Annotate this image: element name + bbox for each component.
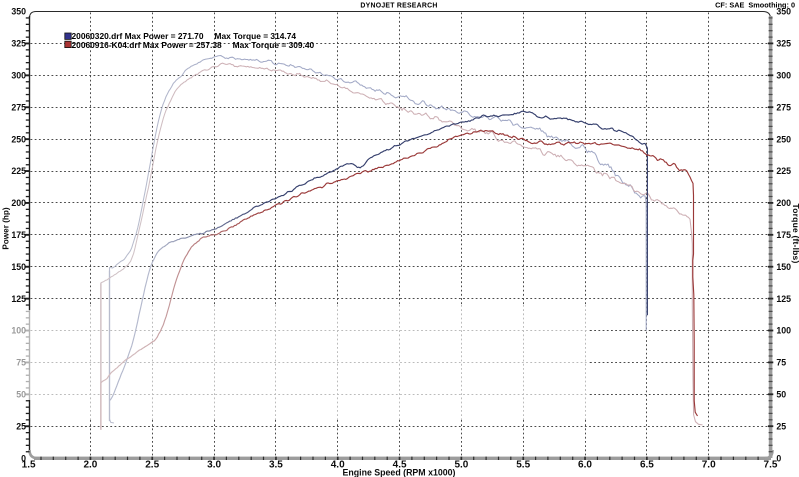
svg-text:5.0: 5.0 xyxy=(454,460,468,471)
svg-text:7.0: 7.0 xyxy=(702,460,716,471)
svg-text:150: 150 xyxy=(776,262,791,272)
svg-text:125: 125 xyxy=(776,294,791,304)
svg-text:CF: SAE Smoothing: 0: CF: SAE Smoothing: 0 xyxy=(715,1,795,10)
svg-text:Power (hp): Power (hp) xyxy=(2,207,11,250)
svg-text:1.5: 1.5 xyxy=(22,460,36,471)
svg-text:3.5: 3.5 xyxy=(269,460,283,471)
svg-text:100: 100 xyxy=(776,326,791,336)
svg-text:325: 325 xyxy=(776,39,791,49)
svg-text:0: 0 xyxy=(776,453,781,463)
svg-text:100: 100 xyxy=(11,326,26,336)
svg-text:50: 50 xyxy=(16,390,26,400)
svg-text:2.5: 2.5 xyxy=(145,460,159,471)
svg-text:250: 250 xyxy=(776,134,791,144)
svg-text:Engine Speed (RPM x1000): Engine Speed (RPM x1000) xyxy=(343,468,456,477)
svg-text:0: 0 xyxy=(21,453,26,463)
svg-text:250: 250 xyxy=(11,134,26,144)
svg-text:5.5: 5.5 xyxy=(516,460,530,471)
svg-text:25: 25 xyxy=(776,421,786,431)
svg-text:6.0: 6.0 xyxy=(578,460,592,471)
svg-text:75: 75 xyxy=(776,358,786,368)
svg-text:6.5: 6.5 xyxy=(640,460,654,471)
svg-text:125: 125 xyxy=(11,294,26,304)
svg-text:200: 200 xyxy=(776,198,791,208)
svg-text:225: 225 xyxy=(776,166,791,176)
svg-text:7.5: 7.5 xyxy=(764,460,778,471)
svg-text:350: 350 xyxy=(776,7,791,17)
svg-text:175: 175 xyxy=(11,230,26,240)
svg-text:75: 75 xyxy=(16,358,26,368)
svg-text:DYNOJET RESEARCH: DYNOJET RESEARCH xyxy=(360,2,437,9)
svg-text:300: 300 xyxy=(776,71,791,81)
svg-text:225: 225 xyxy=(11,166,26,176)
svg-text:325: 325 xyxy=(11,39,26,49)
svg-text:300: 300 xyxy=(11,71,26,81)
svg-text:275: 275 xyxy=(776,102,791,112)
svg-text:275: 275 xyxy=(11,102,26,112)
svg-text:2.0: 2.0 xyxy=(83,460,97,471)
svg-text:3.0: 3.0 xyxy=(207,460,221,471)
svg-text:20060320.drf Max Power = 271.7: 20060320.drf Max Power = 271.70 Max Torqu… xyxy=(72,31,297,41)
svg-text:4.5: 4.5 xyxy=(393,460,407,471)
svg-text:25: 25 xyxy=(16,421,26,431)
svg-text:50: 50 xyxy=(776,390,786,400)
svg-text:200: 200 xyxy=(11,198,26,208)
svg-text:Torque (ft-lbs): Torque (ft-lbs) xyxy=(791,204,799,264)
svg-text:175: 175 xyxy=(776,230,791,240)
svg-text:4.0: 4.0 xyxy=(331,460,345,471)
svg-text:350: 350 xyxy=(11,7,26,17)
svg-text:150: 150 xyxy=(11,262,26,272)
svg-text:20060916-K04.drf Max Power = 2: 20060916-K04.drf Max Power = 257.38 Max T… xyxy=(72,40,315,50)
